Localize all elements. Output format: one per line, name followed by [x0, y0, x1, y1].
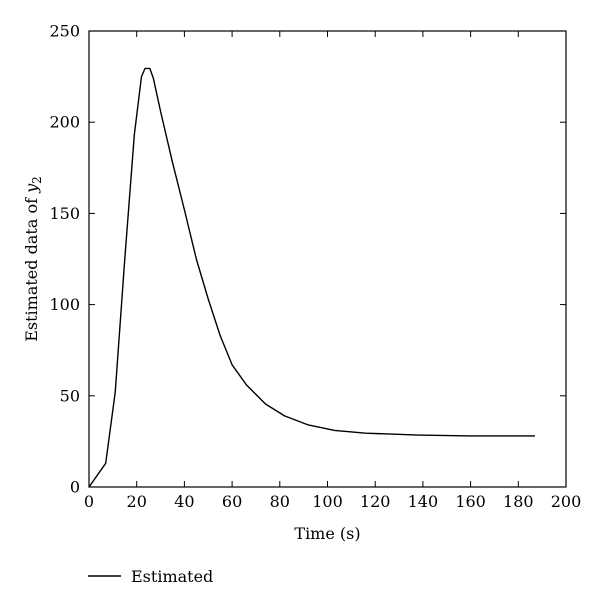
- y-tick-label: 250: [49, 22, 80, 41]
- y-axis-label-variable: y: [22, 183, 41, 194]
- y-axis-ticks: 0 50 100 150 200 250: [49, 22, 566, 497]
- x-tick-label: 20: [127, 492, 147, 511]
- y-axis-label-subscript: 2: [30, 176, 44, 184]
- x-tick-label: 160: [455, 492, 486, 511]
- x-tick-label: 80: [270, 492, 290, 511]
- series-layer: [88, 67, 535, 488]
- y-tick-label: 150: [49, 204, 80, 223]
- plot-frame: [88, 30, 567, 488]
- y-tick-label: 100: [49, 295, 80, 314]
- x-tick-label: 0: [84, 492, 94, 511]
- x-tick-label: 180: [503, 492, 534, 511]
- legend: Estimated: [88, 567, 213, 586]
- y-axis-label: Estimated data of y2: [22, 176, 44, 342]
- legend-label: Estimated: [131, 567, 213, 586]
- x-tick-label: 40: [174, 492, 194, 511]
- y-tick-label: 200: [49, 113, 80, 132]
- x-axis-label: Time (s): [294, 524, 360, 543]
- x-tick-label: 140: [408, 492, 439, 511]
- x-axis-ticks: 0 20 40 60 80 100 120 140 160 180 200: [84, 31, 581, 511]
- x-tick-label: 120: [360, 492, 391, 511]
- x-tick-label: 60: [222, 492, 242, 511]
- y-axis-label-prefix: Estimated data of: [22, 193, 41, 342]
- x-tick-label: 100: [312, 492, 343, 511]
- series-line-estimated: [88, 67, 535, 488]
- y-tick-label: 0: [70, 478, 80, 497]
- x-tick-label: 200: [551, 492, 582, 511]
- y-tick-label: 50: [60, 386, 80, 405]
